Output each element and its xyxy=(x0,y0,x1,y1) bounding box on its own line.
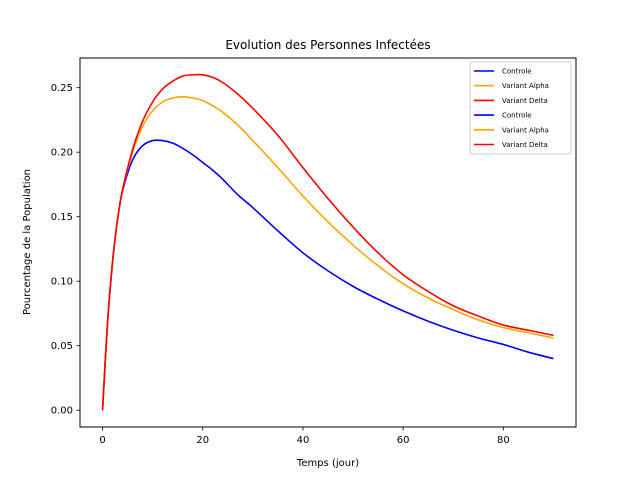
legend: Controle Variant Alpha Variant Delta Contro… xyxy=(469,61,572,155)
y-tick-label: 0.15 xyxy=(51,212,73,223)
legend-label: Variant Delta xyxy=(502,97,548,105)
series-lines xyxy=(101,73,554,411)
series-line-controle xyxy=(101,139,554,411)
series-line-variant-delta xyxy=(101,73,554,411)
y-tick-label: 0.25 xyxy=(51,83,73,94)
axes-frame xyxy=(79,57,577,428)
x-tick-label: 40 xyxy=(297,435,310,446)
y-axis-ticks: 0.00 0.05 0.10 0.15 0.20 0.25 xyxy=(51,83,80,417)
legend-label: Controle xyxy=(502,68,532,76)
y-tick-label: 0.10 xyxy=(51,277,73,288)
x-tick-label: 0 xyxy=(99,435,105,446)
legend-box xyxy=(469,61,572,155)
legend-label: Variant Alpha xyxy=(502,126,549,134)
x-axis-label: Temps (jour) xyxy=(296,458,359,469)
x-axis-ticks: 0 20 40 60 80 xyxy=(99,427,510,446)
chart-title: Evolution des Personnes Infectées xyxy=(225,38,430,52)
y-tick-label: 0.00 xyxy=(51,406,73,417)
y-tick-label: 0.20 xyxy=(51,148,73,159)
legend-label: Controle xyxy=(502,112,532,120)
legend-label: Variant Delta xyxy=(502,141,548,149)
y-tick-label: 0.05 xyxy=(51,341,73,352)
x-tick-label: 60 xyxy=(397,435,410,446)
y-axis-label: Pourcentage de la Population xyxy=(22,169,33,315)
x-tick-label: 20 xyxy=(196,435,209,446)
x-tick-label: 80 xyxy=(497,435,510,446)
legend-label: Variant Alpha xyxy=(502,82,549,90)
